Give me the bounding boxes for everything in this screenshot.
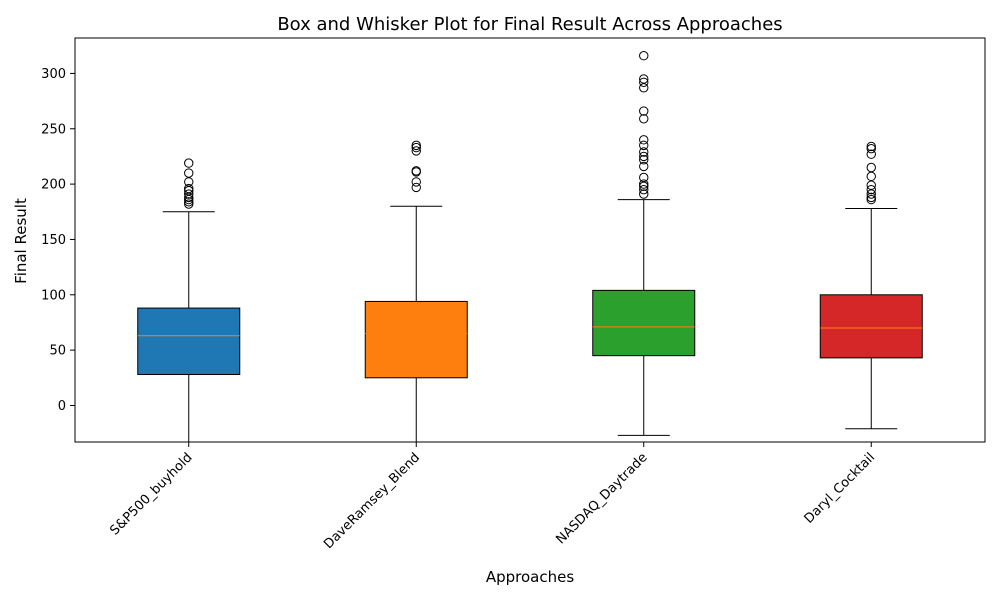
outlier-point: [866, 143, 876, 154]
outlier-point: [184, 158, 194, 168]
plot-marks: [137, 51, 923, 442]
box-iqr: [364, 300, 468, 379]
outlier-point: [184, 197, 194, 207]
outlier-point: [639, 51, 649, 61]
outlier-point: [411, 182, 421, 193]
outlier-point: [411, 177, 421, 187]
outlier-point: [639, 155, 649, 165]
outlier-point: [639, 135, 649, 145]
outlier-point: [866, 194, 876, 205]
box-group: [819, 141, 923, 430]
outlier-point: [866, 184, 876, 195]
y-tick-label: 0: [58, 399, 66, 414]
outlier-point: [184, 168, 194, 178]
outlier-point: [639, 147, 649, 157]
box-iqr: [592, 289, 696, 357]
x-axis-label: Approaches: [486, 568, 574, 586]
box-iqr: [137, 307, 241, 375]
outlier-point: [866, 171, 876, 182]
outlier-point: [866, 192, 876, 203]
outlier-point: [866, 149, 876, 159]
outlier-point: [639, 184, 649, 195]
outlier-point: [639, 114, 649, 124]
y-tick-label: 250: [41, 122, 66, 137]
outlier-point: [411, 166, 421, 176]
outlier-point: [411, 142, 421, 153]
box-group: [364, 140, 468, 442]
y-tick-label: 50: [49, 344, 66, 359]
x-tick-label: DaveRamsey_Blend: [321, 450, 423, 552]
y-tick-label: 150: [41, 233, 66, 248]
outlier-point: [411, 140, 421, 151]
outlier-point: [639, 106, 649, 116]
outlier-point: [639, 161, 649, 172]
outlier-point: [866, 141, 876, 152]
y-axis-label: Final Result: [12, 198, 30, 284]
outlier-point: [184, 183, 194, 194]
outlier-point: [639, 151, 649, 162]
outlier-point: [639, 140, 649, 151]
plot-area: 0 50 100 150 200 250 300 S&P500_buyhold DaveRams…: [41, 51, 923, 552]
outlier-point: [639, 74, 649, 84]
outlier-point: [184, 199, 194, 209]
box-group: [137, 158, 241, 442]
y-tick-label: 100: [41, 288, 66, 303]
x-tick-label: NASDAQ_Daytrade: [553, 450, 650, 547]
plot-frame: [74, 37, 986, 443]
outlier-point: [866, 162, 876, 173]
box-iqr: [819, 294, 923, 359]
outlier-point: [639, 189, 649, 199]
outlier-point: [639, 172, 649, 183]
outlier-point: [639, 179, 649, 189]
y-tick-label: 300: [41, 67, 66, 82]
outlier-point: [639, 77, 649, 87]
outlier-point: [411, 146, 421, 156]
box-group: [592, 51, 696, 436]
x-tick-label: Daryl_Cocktail: [802, 450, 878, 526]
x-tick-label: S&P500_buyhold: [107, 450, 195, 538]
y-tick-label: 200: [41, 178, 66, 193]
chart-title: Box and Whisker Plot for Final Result Ac…: [277, 14, 782, 35]
outlier-point: [184, 189, 194, 199]
